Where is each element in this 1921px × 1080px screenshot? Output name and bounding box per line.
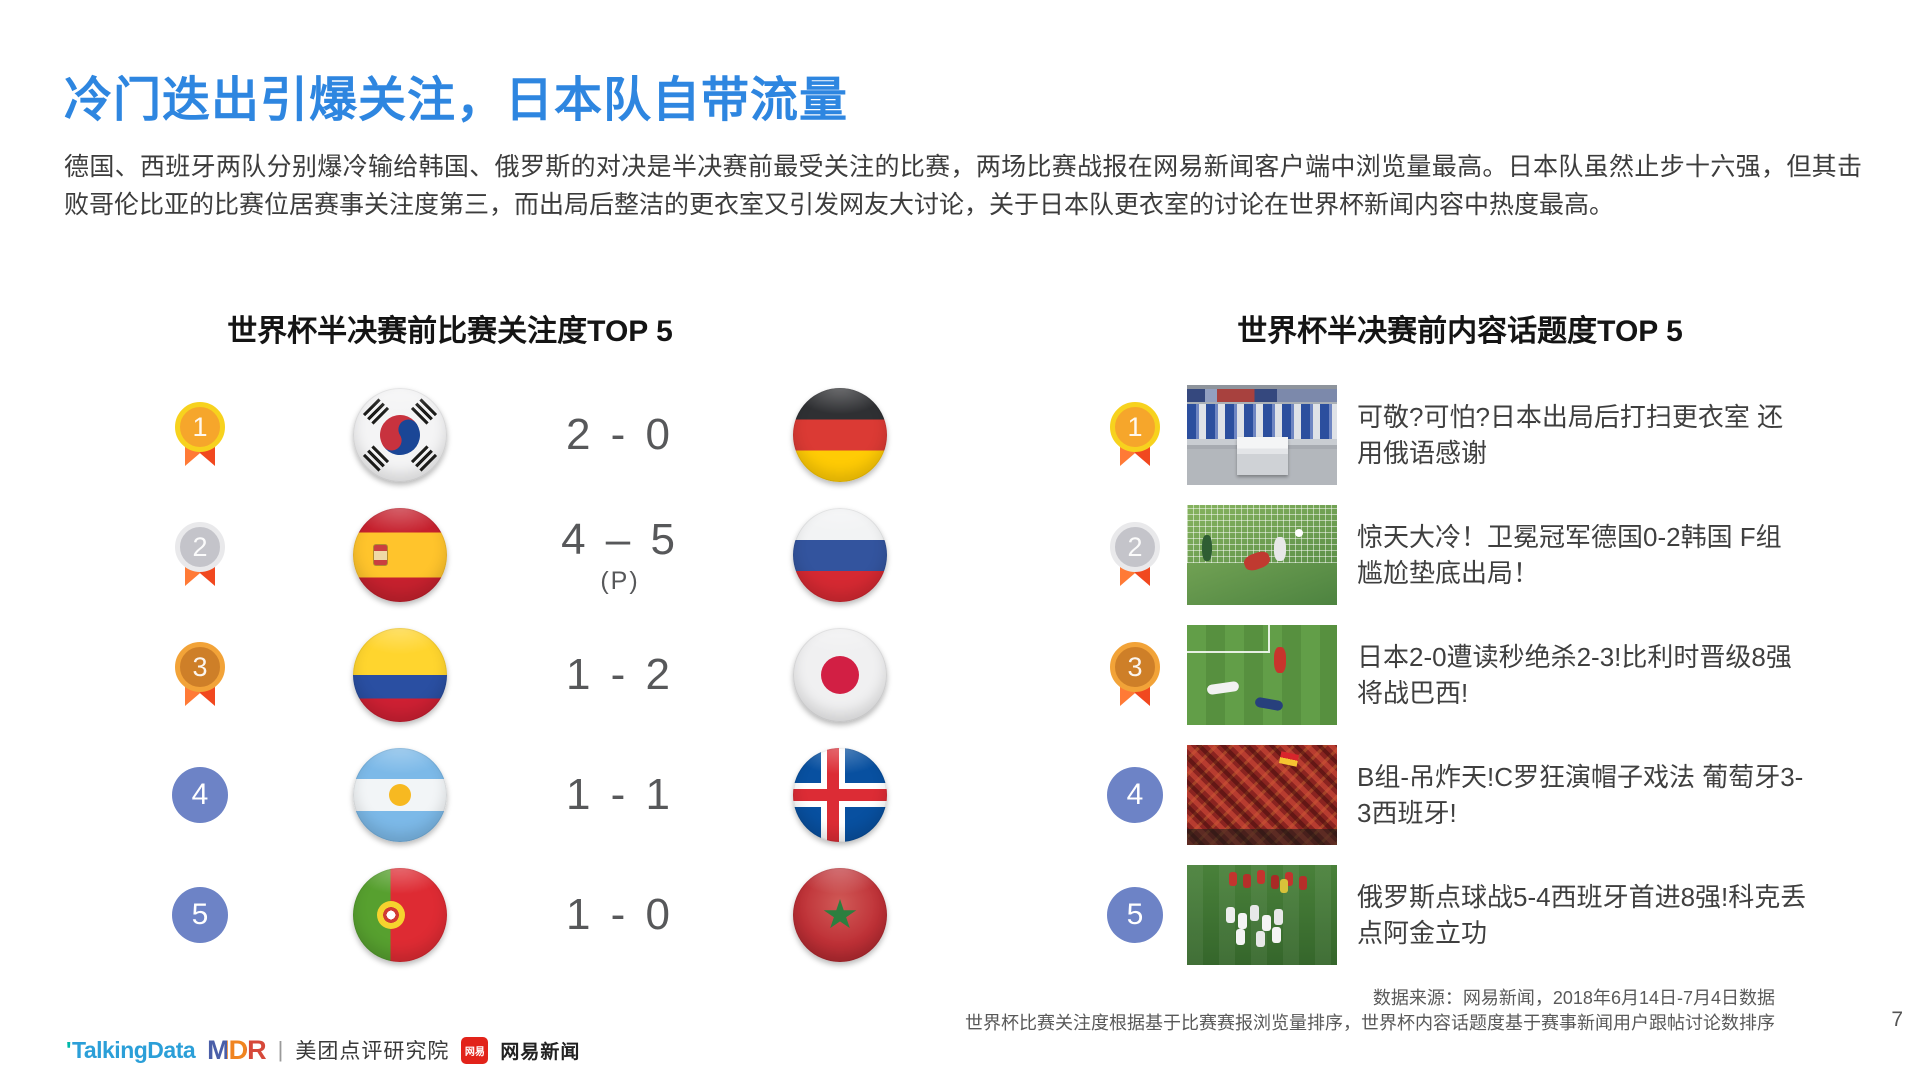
flag-japan-icon <box>793 628 887 722</box>
trigram-shape <box>362 398 390 425</box>
topic-row-5: 5 俄罗斯点球战5-4西班牙首进8强!科克丢点阿金立功 <box>1095 855 1855 975</box>
locker-banner-shape <box>1187 389 1337 402</box>
match-row-5: 5 1 - 0 <box>130 855 970 975</box>
rank-number: 1 <box>175 402 225 452</box>
data-source-line1: 数据来源：网易新闻，2018年6月14日-7月4日数据 <box>1372 988 1775 1008</box>
netease-badge-icon: 网易 <box>461 1036 489 1064</box>
goal-frame-shape <box>1187 625 1270 653</box>
flag-morocco-icon <box>793 868 887 962</box>
rank-circle-icon: 5 <box>172 887 228 943</box>
rank-number: 3 <box>175 642 225 692</box>
player-figure <box>1274 537 1286 561</box>
locker-seats-shape <box>1187 404 1337 439</box>
thumbnail-russia-spain-celebration <box>1187 865 1337 965</box>
taegeuk-symbol <box>372 407 428 463</box>
news-headline: 可敬?可怕?日本出局后打扫更衣室 还用俄语感谢 <box>1357 402 1784 468</box>
data-source-note: 数据来源：网易新闻，2018年6月14日-7月4日数据 世界杯比赛关注度根据基于… <box>965 986 1775 1036</box>
player-figure <box>1253 696 1284 712</box>
topic-ranking-list: 1 可敬?可怕?日本出局后打扫更衣室 还用俄语感谢 2 <box>1095 375 1855 975</box>
news-headline: B组-吊炸天!C罗狂演帽子戏法 葡萄牙3-3西班牙! <box>1357 762 1804 828</box>
match-row-4: 4 1 - 1 <box>130 735 970 855</box>
player-figure <box>1274 647 1286 673</box>
topic-row-4: 4 B组-吊炸天!C罗狂演帽子戏法 葡萄牙3-3西班牙! <box>1095 735 1855 855</box>
topic-row-1: 1 可敬?可怕?日本出局后打扫更衣室 还用俄语感谢 <box>1095 375 1855 495</box>
flag-iceland-icon <box>793 748 887 842</box>
rank-circle-icon: 5 <box>1107 887 1163 943</box>
trigram-shape <box>410 445 438 472</box>
match-score: 1 - 0 <box>565 890 675 939</box>
right-panel-title: 世界杯半决赛前内容话题度TOP 5 <box>1237 315 1683 348</box>
portugal-emblem <box>377 901 405 929</box>
flag-spain-icon <box>353 508 447 602</box>
meituan-research-logo: 美团点评研究院 <box>295 1040 450 1063</box>
rank-circle-icon: 4 <box>172 767 228 823</box>
intro-paragraph: 德国、西班牙两队分别爆冷输给韩国、俄罗斯的对决是半决赛前最受关注的比赛，两场比赛… <box>64 153 1862 219</box>
match-score: 1 - 2 <box>565 650 675 699</box>
gold-medal-icon: 1 <box>172 402 228 468</box>
news-headline: 日本2-0遭读秒绝杀2-3!比利时晋级8强将战巴西! <box>1357 642 1792 708</box>
match-score: 4 – 5 <box>561 514 679 564</box>
morocco-star-icon <box>823 899 857 929</box>
news-headline: 惊天大冷！卫冕冠军德国0-2韩国 F组尴尬垫底出局！ <box>1357 522 1782 588</box>
ball-shape <box>1295 529 1303 537</box>
talkingdata-logo: 'TalkingData <box>66 1036 196 1064</box>
match-row-2: 2 4 – 5 (P) <box>130 495 970 615</box>
player-figure <box>1229 872 1237 886</box>
page-number: 7 <box>1891 1008 1903 1031</box>
rank-number: 3 <box>1110 642 1160 692</box>
silver-medal-icon: 2 <box>1107 522 1163 588</box>
news-headline: 俄罗斯点球战5-4西班牙首进8强!科克丢点阿金立功 <box>1357 882 1807 948</box>
sun-of-may-icon <box>384 779 416 811</box>
thumbnail-germany-korea-goal <box>1187 505 1337 605</box>
flag-portugal-icon <box>353 868 447 962</box>
player-figure <box>1205 680 1240 696</box>
player-figure <box>1226 907 1235 923</box>
topic-row-3: 3 日本2-0遭读秒绝杀2-3!比利时晋级8强将战巴西! <box>1095 615 1855 735</box>
penalty-note: (P) <box>600 566 640 595</box>
thumbnail-japan-belgium-players <box>1187 625 1337 725</box>
flag-germany-icon <box>793 388 887 482</box>
thumbnail-portugal-spain-crowd <box>1187 745 1337 845</box>
netease-news-logo: 网易新闻 <box>500 1041 581 1063</box>
bronze-medal-icon: 3 <box>1107 642 1163 708</box>
talkingdata-wordmark: TalkingData <box>71 1036 196 1063</box>
match-score: 1 - 1 <box>565 770 675 819</box>
crowd-flag-shape <box>1278 751 1300 767</box>
rank-number: 2 <box>175 522 225 572</box>
bronze-medal-icon: 3 <box>172 642 228 708</box>
spain-crest <box>373 544 388 566</box>
rank-number: 2 <box>1110 522 1160 572</box>
mdr-logo: MDR <box>207 1034 266 1065</box>
gold-medal-icon: 1 <box>1107 402 1163 468</box>
rank-number: 1 <box>1110 402 1160 452</box>
match-ranking-list: 1 2 - 0 <box>130 375 970 975</box>
match-row-1: 1 2 - 0 <box>130 375 970 495</box>
rank-circle-icon: 4 <box>1107 767 1163 823</box>
flag-argentina-icon <box>353 748 447 842</box>
footer-logos: 'TalkingData MDR | 美团点评研究院 网易 网易新闻 <box>66 1034 580 1066</box>
thumbnail-japan-locker-room <box>1187 385 1337 485</box>
locker-table-shape <box>1236 437 1288 475</box>
crowd-shadow-shape <box>1187 829 1337 845</box>
match-score: 2 - 0 <box>565 410 675 459</box>
trigram-shape <box>362 445 390 472</box>
page-title: 冷门迭出引爆关注，日本队自带流量 <box>64 74 849 127</box>
trigram-shape <box>410 398 438 425</box>
player-figure <box>1202 535 1212 561</box>
flag-russia-icon <box>793 508 887 602</box>
flag-colombia-icon <box>353 628 447 722</box>
referee-figure <box>1280 879 1288 893</box>
data-source-line2: 世界杯比赛关注度根据基于比赛赛报浏览量排序，世界杯内容话题度基于赛事新闻用户跟帖… <box>965 1013 1775 1033</box>
flag-south-korea-icon <box>353 388 447 482</box>
silver-medal-icon: 2 <box>172 522 228 588</box>
logo-divider: | <box>277 1037 284 1062</box>
topic-row-2: 2 惊天大冷！卫冕冠军德国0-2韩国 F组尴尬垫底出局！ <box>1095 495 1855 615</box>
match-row-3: 3 1 - 2 <box>130 615 970 735</box>
talkingdata-tick-icon: ' <box>66 1036 71 1063</box>
left-panel-title: 世界杯半决赛前比赛关注度TOP 5 <box>227 315 673 348</box>
